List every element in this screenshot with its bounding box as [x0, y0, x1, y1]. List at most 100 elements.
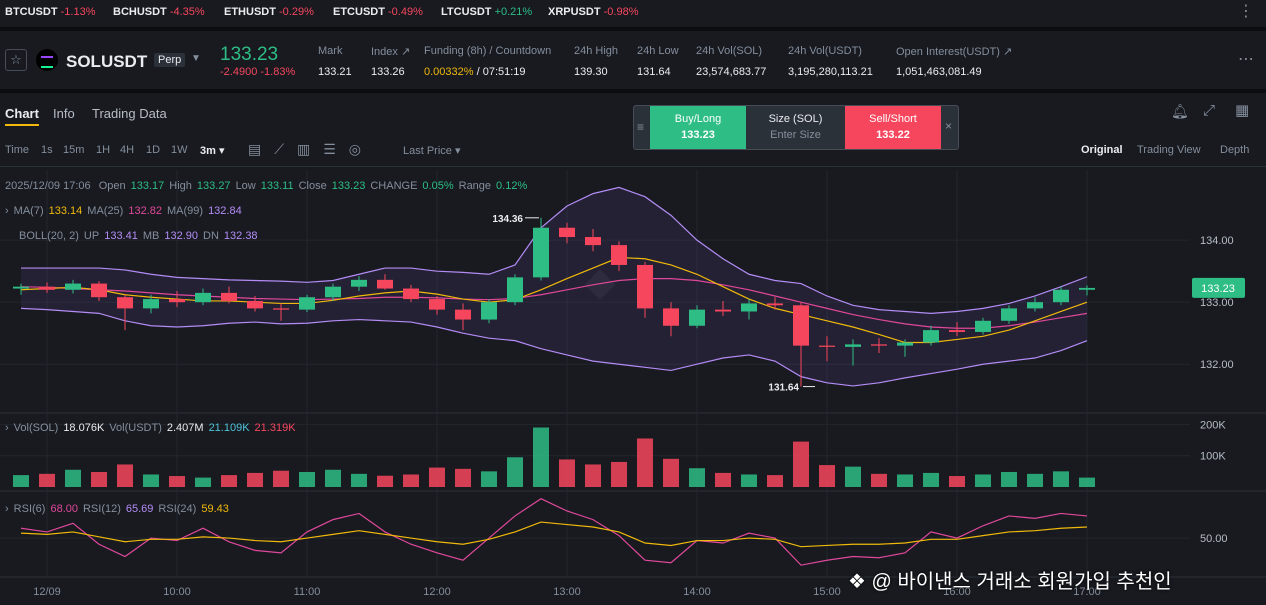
volume-bar	[429, 467, 445, 487]
legend-value: 59.43	[201, 503, 229, 515]
interval-active[interactable]: 3m ▾	[200, 145, 225, 157]
view[interactable]: Trading View	[1137, 144, 1201, 156]
ticker[interactable]: XRPUSDT -0.98%	[548, 6, 638, 18]
ohlc-legend: 2025/12/09 17:06 Open 133.17 High 133.27 Low…	[5, 180, 532, 192]
volume-bar	[117, 464, 133, 487]
indicator-line	[20, 307, 1088, 387]
stat-value: 3,195,280,113.21	[788, 66, 873, 78]
volume-bar	[481, 471, 497, 487]
candle-body	[1001, 308, 1017, 321]
tab[interactable]: Info	[53, 106, 75, 121]
rsi-legend: › RSI(6) 68.00 RSI(12) 65.69 RSI(24) 59.43	[5, 503, 234, 515]
stat-label-text: Open Interest(USDT)	[896, 46, 1000, 58]
interval[interactable]: 4H	[120, 144, 135, 156]
interval[interactable]: 15m	[63, 144, 85, 156]
drag-handle[interactable]: ≡	[637, 120, 645, 134]
legend-label: Range	[458, 180, 492, 192]
tool-icons[interactable]: ▤⟋▥☰◎	[248, 141, 375, 157]
tab[interactable]: Trading Data	[92, 106, 167, 121]
legend-value: 133.41	[104, 230, 138, 242]
stat-label: 24h Vol(SOL)	[696, 45, 763, 57]
indicator-line	[21, 186, 1088, 314]
interval[interactable]: 1D	[146, 144, 161, 156]
legend-label: Vol(USDT)	[109, 422, 162, 434]
ticker-change: -0.98%	[603, 6, 639, 18]
legend-value: 0.12%	[496, 180, 528, 192]
tab-active[interactable]: Chart	[5, 106, 39, 126]
more-icon[interactable]: ⋯	[1238, 51, 1254, 68]
volume-bar	[325, 469, 341, 487]
interval[interactable]: 1W	[171, 144, 188, 156]
ticker[interactable]: BCHUSDT -4.35%	[113, 6, 205, 18]
volume-bar	[39, 473, 55, 487]
legend-label: High	[169, 180, 192, 192]
watermark-text: @ 바이낸스 거래소 회원가입 추천인	[871, 571, 1172, 593]
interval[interactable]: 1H	[96, 144, 111, 156]
legend-toggle[interactable]: ›	[5, 503, 9, 515]
vol-legend: › Vol(SOL) 18.076K Vol(USDT) 2.407M 21.109K 21…	[5, 422, 301, 434]
volume-bar	[1053, 471, 1069, 487]
sell-button[interactable]: Sell/Short 133.22	[845, 106, 941, 149]
interval[interactable]: Time	[5, 144, 30, 156]
stat-value: 131.64	[637, 66, 671, 78]
more-icon[interactable]: ⋮	[1238, 3, 1254, 20]
legend-value: 21.319K	[254, 422, 296, 434]
change-percent: -1.83%	[260, 66, 296, 78]
y-tick-label: 50.00	[1200, 533, 1228, 545]
volume-bar	[299, 471, 315, 487]
ticker[interactable]: ETCUSDT -0.49%	[333, 6, 423, 18]
fullscreen-icon[interactable]: ⤢	[1203, 102, 1216, 119]
ticker[interactable]: ETHUSDT -0.29%	[224, 6, 314, 18]
legend-value: 132.90	[164, 230, 199, 242]
ticker[interactable]: LTCUSDT +0.21%	[441, 6, 532, 18]
rsi-line	[20, 521, 1088, 548]
volume-bar	[13, 475, 29, 487]
legend-toggle[interactable]: ›	[5, 205, 9, 217]
x-tick-label: 13:00	[553, 586, 581, 598]
favorite-star[interactable]: ☆	[5, 49, 27, 71]
candle-body	[299, 297, 315, 310]
last-price-tag	[1192, 277, 1245, 298]
volume-bar	[1079, 477, 1095, 487]
legend-label: BOLL(20, 2)	[19, 230, 79, 242]
legend-value: 18.076K	[63, 422, 105, 434]
candle-body	[117, 297, 133, 309]
candle-body	[429, 299, 445, 310]
y-tick-label: 134.00	[1200, 235, 1234, 247]
close-icon[interactable]: ×	[945, 119, 953, 133]
ticker[interactable]: BTCUSDT -1.13%	[5, 6, 95, 18]
ticker-symbol: ETCUSDT	[333, 6, 385, 18]
legend-label: MA(25)	[87, 205, 124, 217]
volume-bar	[975, 474, 991, 487]
dropdown-arrow[interactable]: ▼	[191, 53, 201, 64]
legend-label: Vol(SOL)	[13, 422, 59, 434]
candle-body	[689, 309, 705, 326]
interval-active-label: 3m	[200, 145, 216, 157]
view-active[interactable]: Original	[1081, 144, 1123, 156]
view[interactable]: Depth	[1220, 144, 1250, 156]
legend-value: 65.69	[125, 503, 154, 515]
candle-body	[247, 300, 263, 309]
interval[interactable]: 1s	[41, 144, 53, 156]
layout-icon[interactable]: ▦	[1235, 102, 1250, 119]
size-input[interactable]: Size (SOL) Enter Size	[747, 106, 844, 149]
alert-icon[interactable]: 🔔︎	[1171, 103, 1189, 119]
legend-toggle[interactable]: ›	[5, 422, 9, 434]
change-value: -2.4900	[220, 66, 258, 78]
candle-body	[1027, 302, 1043, 309]
rsi-line	[20, 498, 1088, 566]
price-type[interactable]: Last Price ▾	[403, 145, 461, 157]
candle-body	[845, 344, 861, 347]
legend-label: MB	[142, 230, 160, 242]
buy-button[interactable]: Buy/Long 133.23	[650, 106, 746, 149]
y-tick-label: 200K	[1200, 419, 1226, 431]
legend-value: 2.407M	[166, 422, 204, 434]
volume-bar	[611, 461, 627, 487]
legend-label: Open	[98, 180, 126, 192]
x-tick-label: 12/09	[33, 586, 61, 598]
candle-body	[663, 308, 679, 326]
legend-label: MA(99)	[167, 205, 204, 217]
sell-label: Sell/Short	[869, 113, 917, 125]
symbol[interactable]: SOLUSDT	[66, 52, 148, 71]
